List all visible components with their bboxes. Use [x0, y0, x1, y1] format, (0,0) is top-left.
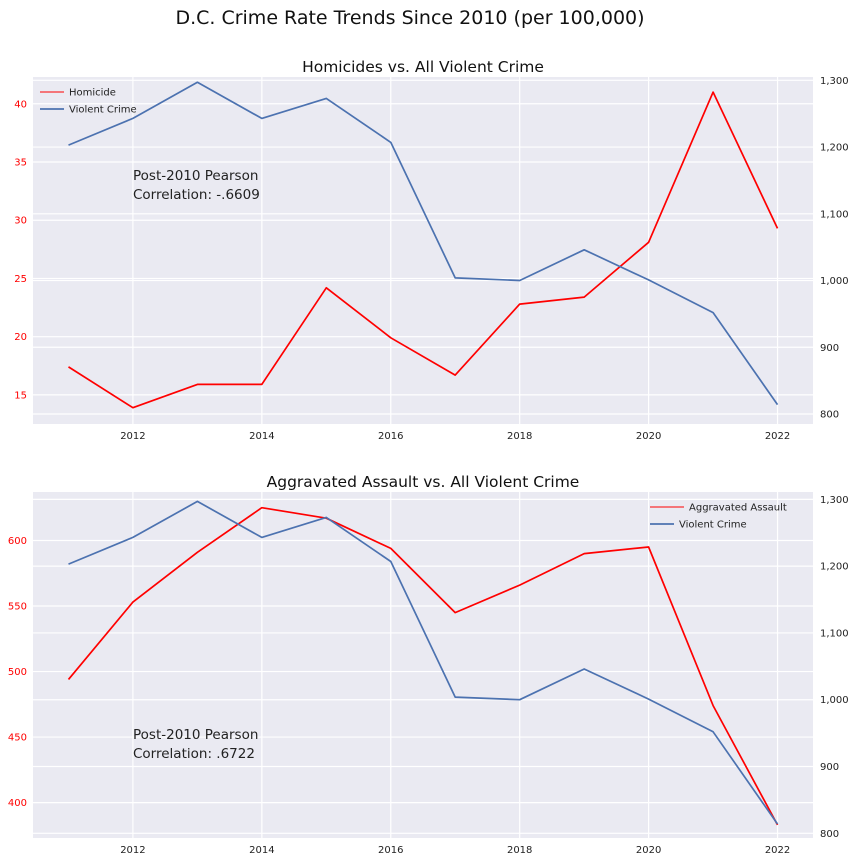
x-tick-label: 2018 [507, 845, 532, 856]
right-y-tick-label: 1,200 [820, 143, 849, 154]
right-y-tick-label: 1,100 [820, 209, 849, 220]
series-line-homicide [68, 91, 779, 409]
annotation-line-1: Post-2010 Pearson [133, 168, 258, 184]
x-tick-label: 2012 [120, 845, 145, 856]
right-y-tick-label: 900 [820, 762, 839, 773]
legend-label: Aggravated Assault [689, 503, 787, 514]
x-tick-label: 2020 [636, 845, 661, 856]
right-y-tick-label: 1,300 [820, 495, 849, 506]
figure-title: D.C. Crime Rate Trends Since 2010 (per 1… [175, 7, 644, 29]
left-y-tick-label: 40 [14, 99, 27, 110]
x-tick-label: 2022 [765, 845, 790, 856]
left-y-tick-label: 35 [14, 158, 27, 169]
series-line-aggravated-assault [67, 506, 779, 826]
left-y-tick-label: 30 [14, 216, 27, 227]
right-y-tick-label: 900 [820, 343, 839, 354]
annotation-line-1: Post-2010 Pearson [133, 727, 258, 743]
legend: Homicide Violent Crime [40, 88, 137, 116]
left-y-tick-label: 15 [14, 390, 27, 401]
series-line-violent-crime [68, 500, 779, 825]
right-y-tick-label: 1,200 [820, 562, 849, 573]
x-tick-label: 2018 [507, 431, 532, 442]
correlation-annotation: Post-2010 Pearson Correlation: -.6609 [133, 168, 263, 203]
legend-label: Violent Crime [69, 105, 137, 116]
left-y-tick-label: 400 [8, 798, 27, 809]
chart-title: Aggravated Assault vs. All Violent Crime [267, 473, 580, 491]
right-y-tick-label: 1,000 [820, 276, 849, 287]
right-y-tick-label: 1,300 [820, 76, 849, 87]
correlation-annotation: Post-2010 Pearson Correlation: .6722 [133, 727, 263, 762]
homicide-chart: 2012 2014 2016 2018 2020 2022 15 20 25 30 35 40 80… [14, 58, 848, 442]
legend: Aggravated Assault Violent Crime [650, 503, 787, 531]
left-y-tick-label: 500 [8, 667, 27, 678]
x-tick-label: 2020 [636, 431, 661, 442]
left-y-tick-label: 20 [14, 332, 27, 343]
right-y-tick-label: 800 [820, 829, 839, 840]
left-y-tick-label: 550 [8, 602, 27, 613]
x-tick-label: 2014 [249, 431, 274, 442]
plot-area [33, 77, 813, 424]
right-y-tick-label: 1,000 [820, 695, 849, 706]
left-y-tick-label: 450 [8, 733, 27, 744]
legend-label: Homicide [69, 88, 116, 99]
annotation-line-2: Correlation: -.6609 [133, 187, 260, 203]
series-line-violent-crime [68, 81, 779, 406]
chart-title: Homicides vs. All Violent Crime [302, 58, 544, 76]
x-tick-label: 2012 [120, 431, 145, 442]
x-tick-label: 2022 [765, 431, 790, 442]
x-tick-label: 2014 [249, 845, 274, 856]
legend-label: Violent Crime [679, 520, 747, 531]
x-tick-label: 2016 [378, 845, 403, 856]
x-tick-label: 2016 [378, 431, 403, 442]
annotation-line-2: Correlation: .6722 [133, 746, 255, 762]
aggravated-assault-chart: 2012 2014 2016 2018 2020 2022 400 450 500 550 600… [8, 473, 849, 856]
plot-area [33, 492, 813, 838]
right-y-tick-label: 1,100 [820, 628, 849, 639]
left-y-tick-label: 25 [14, 274, 27, 285]
left-y-tick-label: 600 [8, 536, 27, 547]
right-y-tick-label: 800 [820, 409, 839, 420]
